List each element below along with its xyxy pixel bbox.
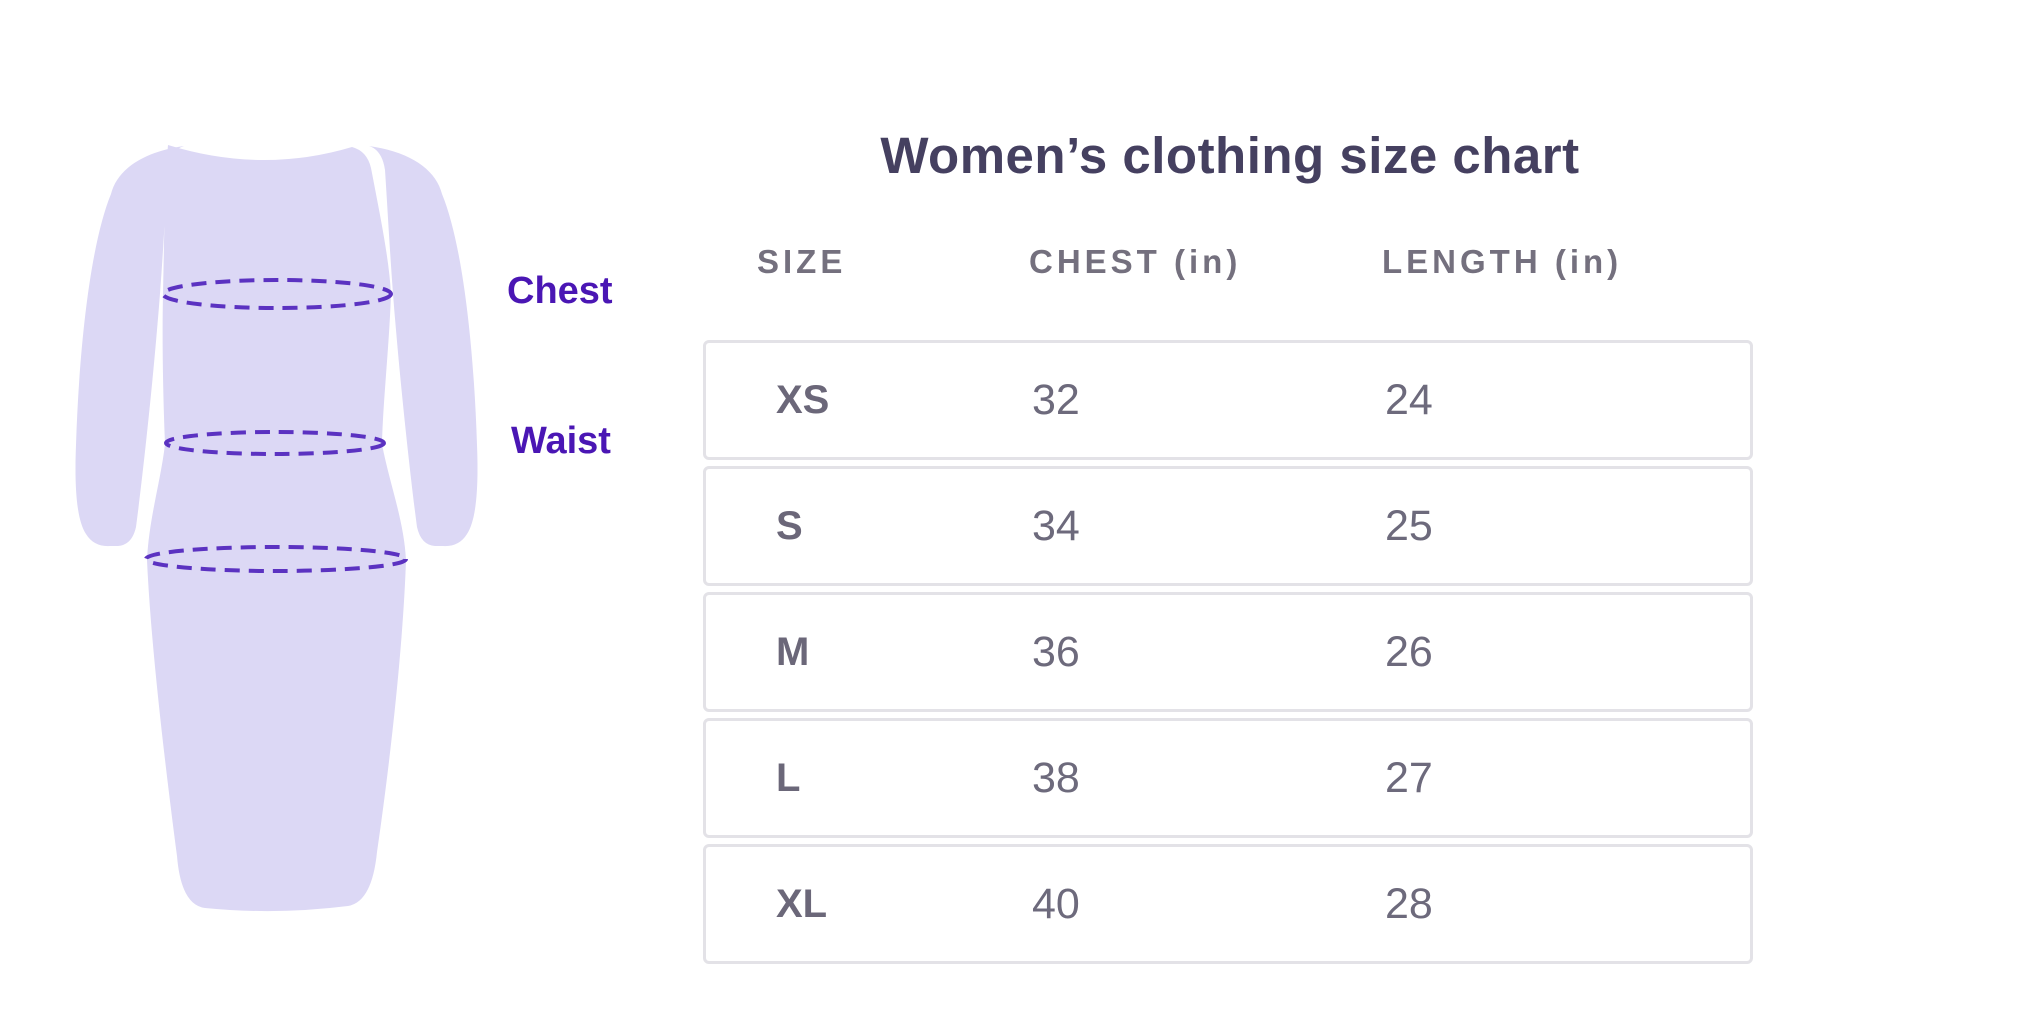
chest-label: Chest xyxy=(507,270,613,312)
table-row: XL 40 28 xyxy=(703,844,1753,964)
waist-measurement-ellipse xyxy=(164,430,386,456)
size-cell: M xyxy=(776,629,810,674)
dress-left-sleeve xyxy=(75,146,184,547)
size-cell: XL xyxy=(776,881,828,926)
chart-title: Women’s clothing size chart xyxy=(880,127,1580,184)
header-size: SIZE xyxy=(757,243,847,280)
size-table: XS 32 24 S 34 25 M 36 26 L 38 27 XL 40 2… xyxy=(703,340,1753,970)
table-row: M 36 26 xyxy=(703,592,1753,712)
dress-right-sleeve xyxy=(369,146,478,547)
length-cell: 24 xyxy=(1385,375,1433,424)
length-cell: 26 xyxy=(1385,627,1433,676)
table-row: L 38 27 xyxy=(703,718,1753,838)
header-length: LENGTH (in) xyxy=(1382,243,1623,280)
length-cell: 28 xyxy=(1385,879,1433,928)
chest-cell: 34 xyxy=(1032,501,1080,550)
dress-body xyxy=(147,145,406,912)
chest-measurement-ellipse xyxy=(161,278,393,310)
table-row: XS 32 24 xyxy=(703,340,1753,460)
chest-cell: 38 xyxy=(1032,753,1080,802)
length-cell: 27 xyxy=(1385,753,1433,802)
header-chest: CHEST (in) xyxy=(1029,243,1242,280)
chest-cell: 32 xyxy=(1032,375,1080,424)
size-cell: XS xyxy=(776,377,830,422)
table-header-row: SIZE CHEST (in) LENGTH (in) xyxy=(703,240,1753,284)
length-cell: 25 xyxy=(1385,501,1433,550)
size-cell: L xyxy=(776,755,801,800)
size-cell: S xyxy=(776,503,803,548)
chest-cell: 36 xyxy=(1032,627,1080,676)
table-row: S 34 25 xyxy=(703,466,1753,586)
chest-cell: 40 xyxy=(1032,879,1080,928)
dress-illustration xyxy=(75,145,478,912)
waist-label: Waist xyxy=(511,420,611,462)
hips-measurement-ellipse xyxy=(144,545,408,573)
